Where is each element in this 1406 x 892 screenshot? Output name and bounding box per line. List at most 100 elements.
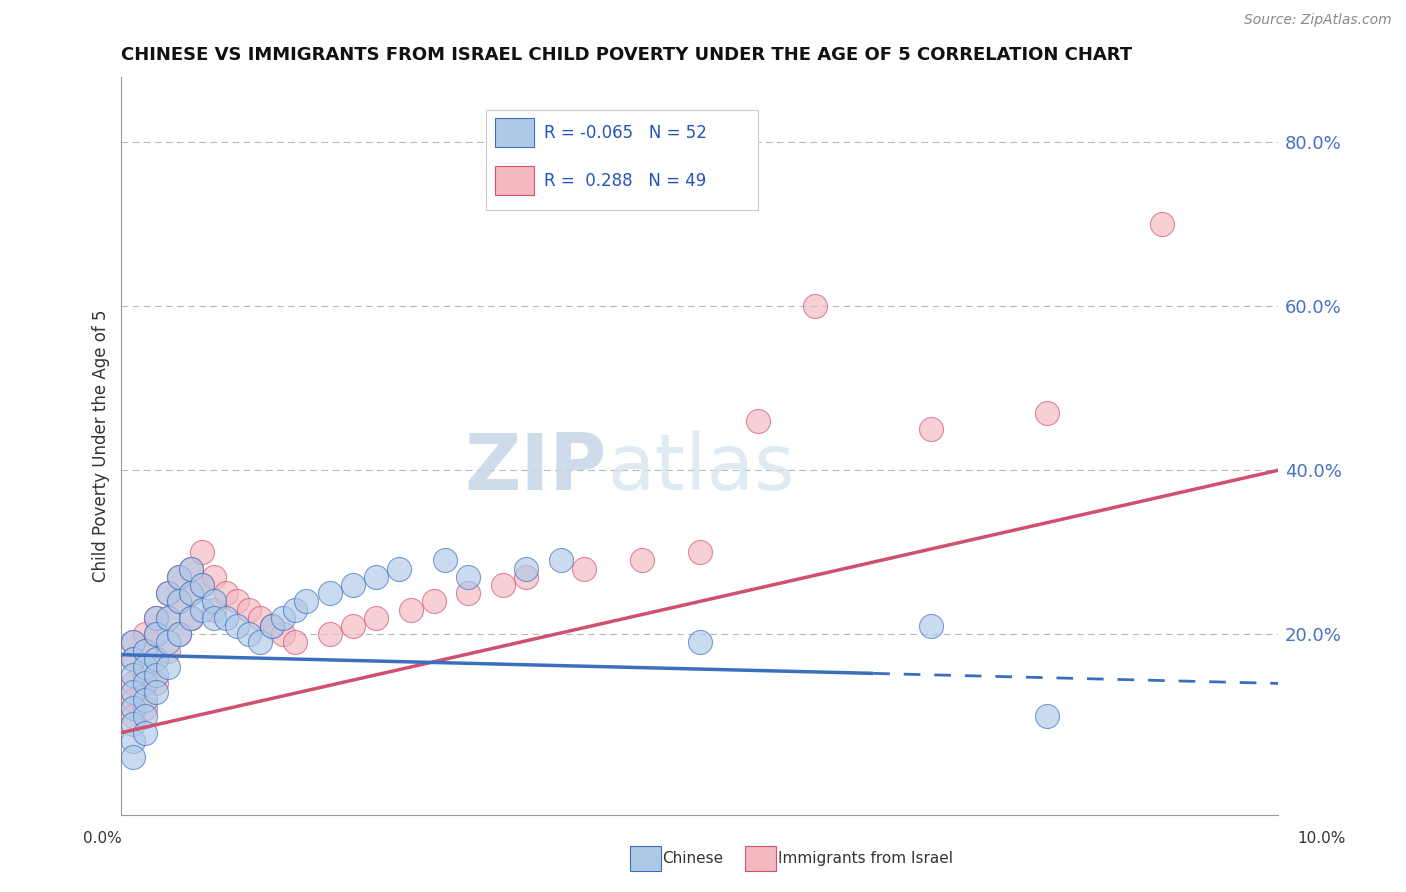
FancyBboxPatch shape [495, 166, 534, 195]
Point [180, 586, 202, 600]
Point [134, 701, 156, 715]
Point [145, 627, 167, 641]
Point [169, 627, 191, 641]
Point [214, 611, 236, 625]
Point [122, 750, 145, 764]
Point [134, 676, 156, 690]
Point [1035, 406, 1057, 420]
Y-axis label: Child Poverty Under the Age of 5: Child Poverty Under the Age of 5 [93, 310, 110, 582]
Point [388, 562, 411, 576]
Point [434, 553, 457, 567]
Point [122, 701, 145, 715]
Point [202, 611, 225, 625]
Point [191, 602, 214, 616]
Point [134, 668, 156, 682]
Point [238, 602, 260, 616]
Point [169, 594, 191, 608]
Point [1152, 218, 1174, 232]
FancyBboxPatch shape [485, 110, 758, 210]
Point [260, 619, 283, 633]
Point [134, 693, 156, 707]
Point [226, 594, 249, 608]
Point [202, 570, 225, 584]
Text: 0.0%: 0.0% [83, 831, 122, 846]
Point [238, 627, 260, 641]
Point [457, 570, 479, 584]
Point [1035, 709, 1057, 723]
Point [295, 594, 318, 608]
Point [156, 586, 179, 600]
Point [156, 635, 179, 649]
Point [920, 422, 942, 436]
Text: Source: ZipAtlas.com: Source: ZipAtlas.com [1244, 13, 1392, 28]
Point [156, 586, 179, 600]
Point [747, 414, 769, 428]
Point [122, 717, 145, 731]
Point [169, 570, 191, 584]
Point [191, 578, 214, 592]
Point [515, 562, 537, 576]
Point [122, 733, 145, 747]
Point [284, 602, 307, 616]
Point [145, 668, 167, 682]
Text: Chinese: Chinese [662, 851, 723, 865]
Point [318, 627, 340, 641]
Point [342, 619, 364, 633]
Point [169, 627, 191, 641]
Text: atlas: atlas [607, 430, 794, 506]
Point [631, 553, 654, 567]
Point [191, 578, 214, 592]
Point [169, 570, 191, 584]
Point [214, 586, 236, 600]
Point [492, 578, 515, 592]
Point [364, 570, 387, 584]
Point [572, 562, 595, 576]
Point [134, 643, 156, 657]
Point [122, 635, 145, 649]
Point [122, 709, 145, 723]
Point [145, 627, 167, 641]
Point [145, 611, 167, 625]
Point [273, 611, 295, 625]
Text: CHINESE VS IMMIGRANTS FROM ISRAEL CHILD POVERTY UNDER THE AGE OF 5 CORRELATION C: CHINESE VS IMMIGRANTS FROM ISRAEL CHILD … [121, 46, 1133, 64]
Point [318, 586, 340, 600]
Point [191, 545, 214, 559]
Point [249, 611, 271, 625]
Point [180, 562, 202, 576]
Point [122, 635, 145, 649]
Point [202, 602, 225, 616]
Point [273, 627, 295, 641]
Point [145, 652, 167, 666]
Point [122, 668, 145, 682]
Point [689, 545, 711, 559]
Point [226, 619, 249, 633]
Point [920, 619, 942, 633]
Point [180, 562, 202, 576]
Point [180, 586, 202, 600]
Point [804, 299, 827, 313]
Point [364, 611, 387, 625]
Point [342, 578, 364, 592]
Point [550, 553, 572, 567]
Point [156, 611, 179, 625]
Text: Immigrants from Israel: Immigrants from Israel [778, 851, 952, 865]
Text: R =  0.288   N = 49: R = 0.288 N = 49 [544, 172, 706, 190]
Point [122, 684, 145, 698]
Point [122, 652, 145, 666]
Point [399, 602, 422, 616]
Point [515, 570, 537, 584]
Point [122, 693, 145, 707]
Point [156, 611, 179, 625]
Point [260, 619, 283, 633]
Point [145, 676, 167, 690]
Point [169, 594, 191, 608]
Point [134, 643, 156, 657]
Point [202, 594, 225, 608]
Text: R = -0.065   N = 52: R = -0.065 N = 52 [544, 124, 706, 142]
Point [249, 635, 271, 649]
Text: ZIP: ZIP [465, 430, 607, 506]
Point [156, 643, 179, 657]
Point [156, 660, 179, 674]
Point [134, 725, 156, 739]
Point [180, 611, 202, 625]
